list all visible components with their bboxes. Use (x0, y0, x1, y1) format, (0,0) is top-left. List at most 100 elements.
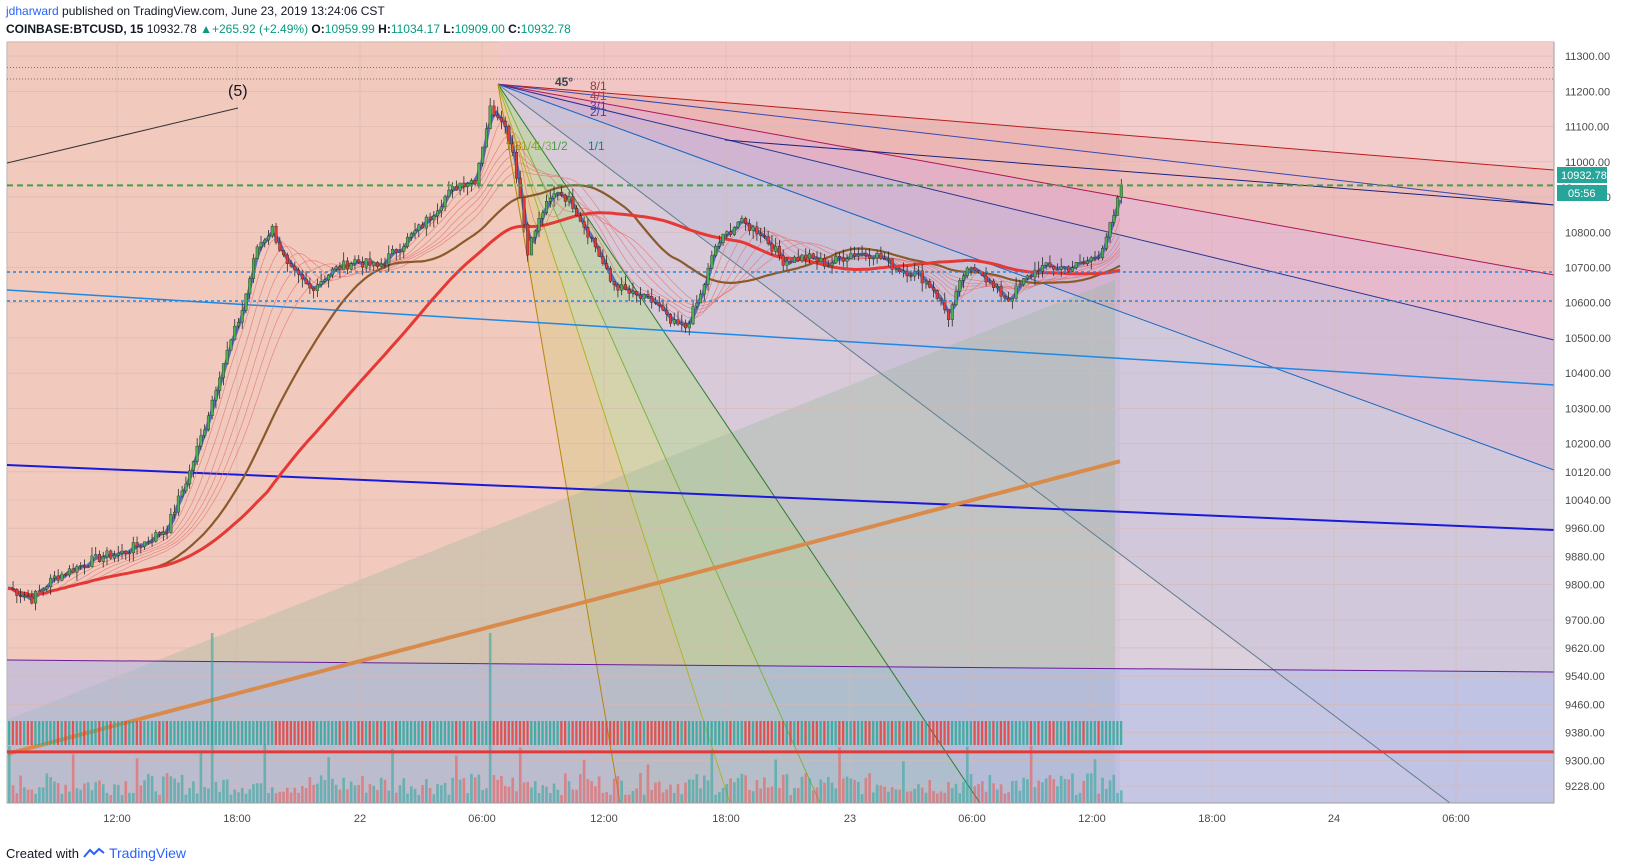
signal-strip-bar (609, 721, 612, 745)
open-value: 10959.99 (324, 22, 375, 36)
volume-bar (548, 793, 552, 803)
volume-bar (650, 790, 654, 803)
volume-bar (49, 777, 52, 803)
signal-strip-bar (60, 721, 63, 745)
candle-body (526, 224, 530, 256)
candle-body (864, 253, 868, 256)
signal-strip-bar (473, 721, 477, 745)
candle-body (1112, 215, 1116, 223)
signal-strip-bar (357, 721, 360, 745)
time-axis[interactable]: 12:00 18:00 22 06:00 12:00 18:00 23 06:00 12:00 1… (7, 802, 1554, 825)
candle-body (406, 236, 410, 247)
volume-bar (214, 781, 218, 803)
volume-bar (849, 778, 853, 803)
volume-bar (19, 775, 22, 803)
volume-bar (905, 791, 909, 803)
signal-strip-bar (969, 721, 972, 745)
signal-strip-bar (594, 721, 597, 745)
volume-bar (338, 789, 342, 803)
price-axis[interactable]: 11300.0011200.0011100.0011000.0010900.00… (1553, 42, 1611, 803)
volume-bar (706, 780, 710, 803)
last-price: 10932.78 (146, 22, 197, 36)
signal-strip-bar (289, 721, 293, 745)
candle-body (714, 246, 718, 256)
candle-body (571, 196, 575, 209)
candle-body (586, 227, 590, 238)
candle-body (338, 266, 342, 271)
candle-body (575, 208, 579, 216)
volume-bar (71, 754, 75, 803)
candle-body (308, 283, 312, 289)
signal-strip-bar (999, 721, 1003, 745)
price-tick-label: 9380.00 (1565, 728, 1605, 740)
signal-strip-bar (124, 721, 127, 745)
signal-strip-bar (447, 721, 450, 745)
signal-strip-bar (68, 721, 71, 745)
volume-bar (917, 784, 920, 803)
candle-body (834, 256, 838, 264)
candle-body (236, 321, 240, 327)
candle-body (894, 268, 898, 270)
volume-bar (135, 758, 139, 803)
time-tick-label: 18:00 (223, 813, 251, 825)
volume-bar (139, 785, 143, 803)
candle-body (1014, 285, 1018, 299)
candle-body (154, 532, 158, 542)
candle-body (973, 267, 977, 271)
volume-bar (109, 794, 113, 803)
candle-body (390, 249, 395, 255)
fan-ratio-1-4: 1/4 (521, 139, 538, 153)
candle-body (375, 262, 379, 267)
signal-strip-bar (627, 721, 631, 745)
signal-strip-bar (293, 721, 296, 745)
candle-body (481, 146, 485, 164)
signal-strip-bar (45, 721, 48, 745)
candle-body (1089, 257, 1093, 262)
candle-body (214, 390, 218, 401)
signal-strip-bar (793, 721, 796, 745)
volume-bar (631, 790, 635, 803)
signal-strip-bar (19, 721, 22, 745)
candle-body (680, 322, 684, 325)
candle-body (233, 325, 237, 341)
author-link[interactable]: jdharward (6, 4, 59, 18)
volume-bar (586, 779, 590, 803)
candle-body (601, 256, 605, 264)
volume-bar (451, 777, 454, 803)
signal-strip-bar (41, 721, 45, 745)
signal-strip-bar (740, 721, 743, 745)
signal-strip-bar (394, 721, 398, 745)
volume-bar (935, 793, 939, 803)
candle-body (248, 278, 252, 295)
signal-strip-bar (383, 721, 386, 745)
volume-bar (811, 790, 815, 803)
signal-strip-bar (259, 721, 262, 745)
candle-body (49, 577, 53, 588)
volume-bar (977, 783, 980, 803)
volume-bar (627, 794, 631, 803)
candle-body (537, 218, 541, 232)
volume-bar (748, 789, 751, 803)
fan-line-8 (497, 84, 731, 803)
candle-body (1070, 267, 1074, 272)
volume-bar (1101, 777, 1104, 803)
candle-body (612, 281, 616, 285)
candle-body (736, 221, 740, 228)
signal-strip-bar (560, 721, 563, 745)
candle-body (548, 198, 552, 202)
ribbon-ma-1 (7, 131, 1121, 596)
candle-body (830, 262, 834, 266)
candle-body (128, 552, 132, 555)
candle-body (477, 163, 481, 185)
plot-area[interactable] (7, 42, 1554, 803)
volume-bar (838, 747, 841, 803)
signal-strip-bar (518, 721, 522, 745)
symbol-label[interactable]: COINBASE:BTCUSD, 15 (6, 22, 144, 36)
candle-body (165, 531, 169, 534)
tradingview-brand[interactable]: TradingView (108, 845, 187, 861)
signal-strip-bar (1120, 721, 1123, 745)
signal-strip-bar (162, 721, 165, 745)
signal-strip-bar (263, 721, 266, 745)
signal-strip-bar (158, 721, 161, 745)
